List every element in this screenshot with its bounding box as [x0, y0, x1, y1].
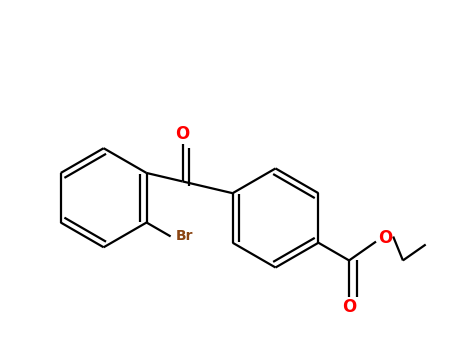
Text: O: O — [342, 298, 356, 316]
Text: O: O — [378, 229, 392, 246]
Text: O: O — [176, 125, 190, 144]
Text: Br: Br — [176, 230, 193, 244]
